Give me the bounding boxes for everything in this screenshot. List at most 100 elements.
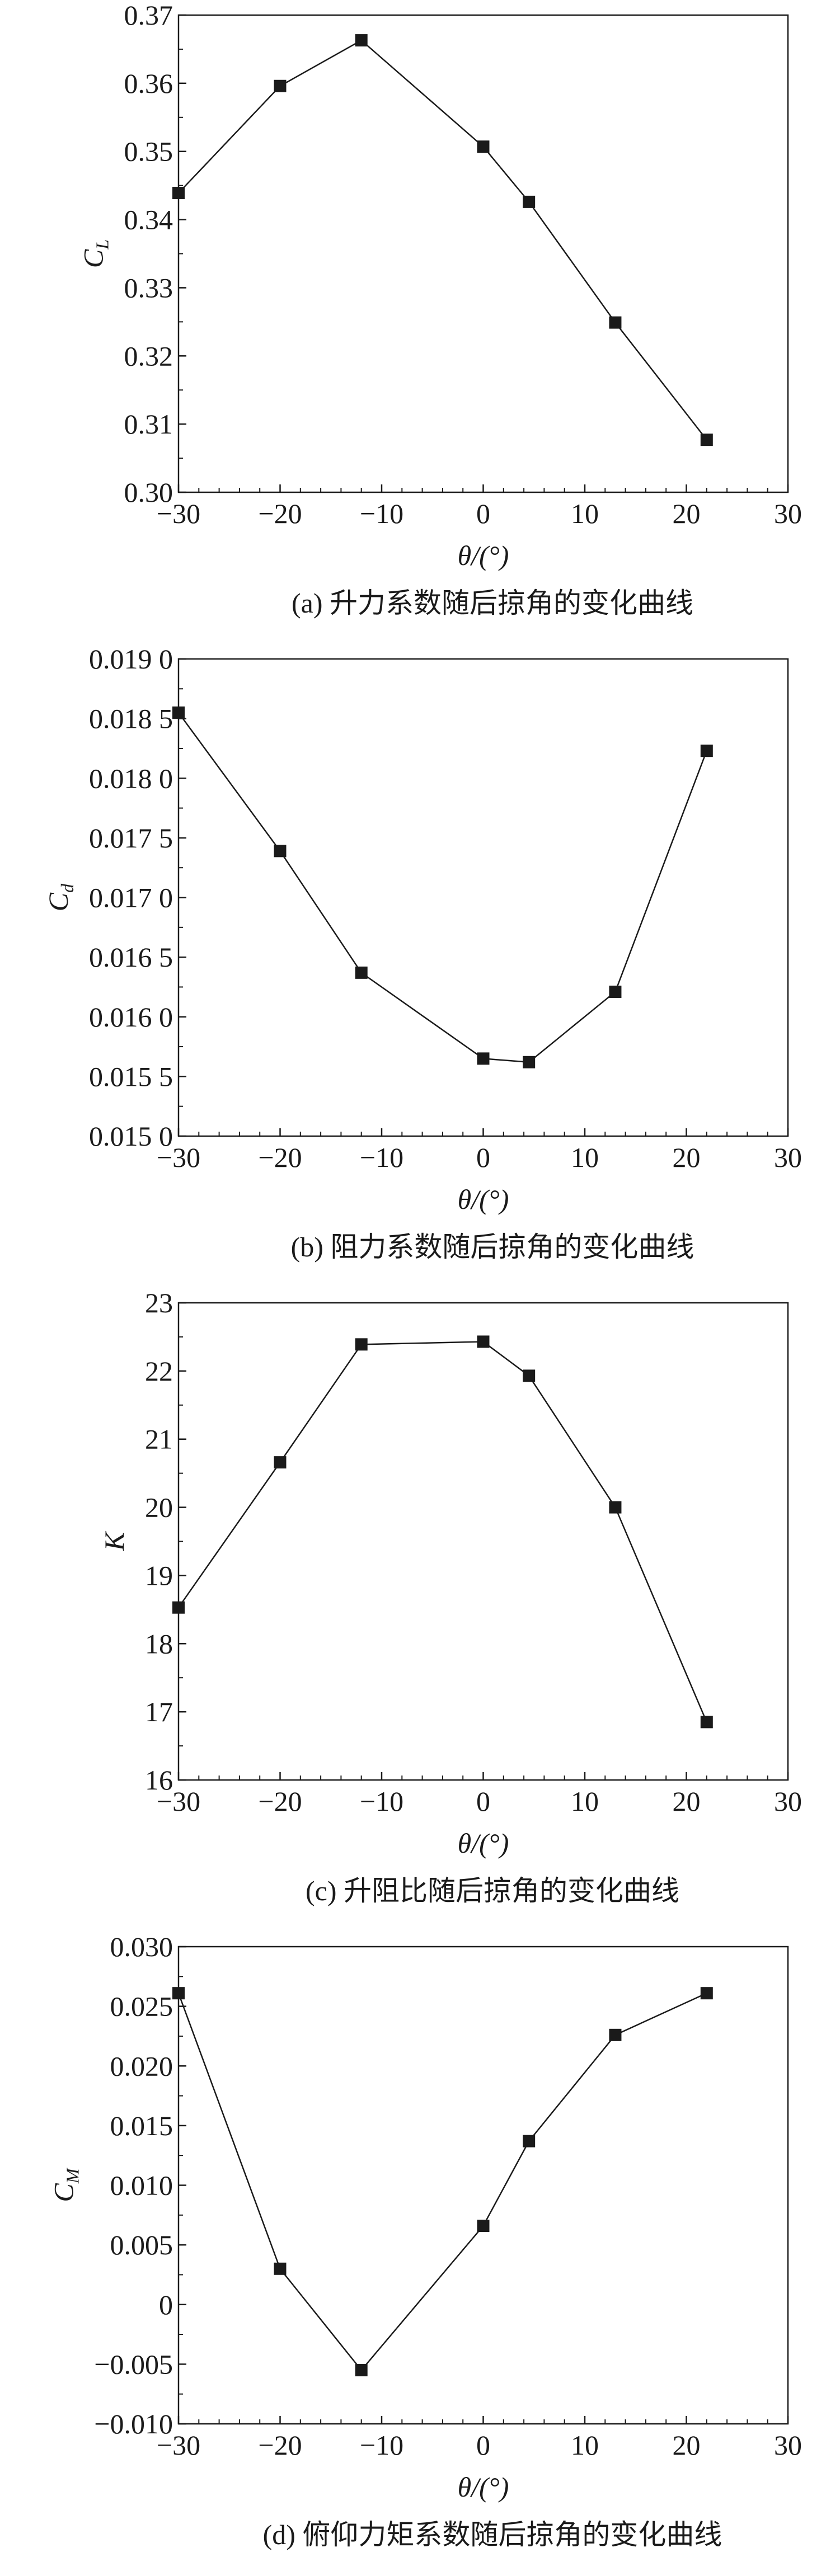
y-tick-label: 0.018 0 — [89, 762, 173, 794]
x-axis-title: θ/(°) — [458, 1828, 509, 1859]
data-point-marker — [355, 34, 368, 47]
x-tick-label: −10 — [360, 498, 403, 529]
y-tick-label: 0.31 — [124, 408, 173, 440]
x-tick-label: −20 — [258, 1786, 302, 1817]
data-point-marker — [477, 1335, 490, 1348]
x-tick-label: 10 — [571, 2429, 599, 2461]
data-point-marker — [523, 1056, 536, 1068]
y-tick-label: 0.016 5 — [89, 941, 173, 973]
y-tick-label: 0.30 — [124, 477, 173, 508]
y-tick-label: 0.030 — [110, 1932, 173, 1962]
y-tick-label: 19 — [145, 1560, 173, 1591]
x-tick-label: −30 — [157, 1142, 200, 1173]
data-point-marker — [523, 2135, 536, 2148]
x-tick-label: 10 — [571, 1786, 599, 1817]
y-axis-title-subscript: d — [57, 883, 77, 893]
series-line — [178, 39, 707, 440]
x-tick-label: 10 — [571, 498, 599, 529]
x-tick-label: −10 — [360, 1786, 403, 1817]
x-axis-title: θ/(°) — [458, 2471, 509, 2503]
x-tick-label: −20 — [258, 2429, 302, 2461]
y-tick-label: 0.025 — [110, 1991, 173, 2022]
y-tick-label: −0.005 — [94, 2348, 173, 2380]
y-axis-title-subscript: L — [92, 239, 112, 250]
y-tick-label: 21 — [145, 1424, 173, 1455]
figure-caption: (b) 阻力系数随后掠角的变化曲线 — [291, 1231, 694, 1263]
y-tick-label: 18 — [145, 1628, 173, 1659]
data-point-marker — [477, 2220, 490, 2233]
y-tick-label: 0.015 — [110, 2110, 173, 2141]
data-point-marker — [172, 1987, 185, 2000]
panel-lift-coefficient: −30 −20 −10 0 10 20 30 0.30 0.31 0.32 0.33 0.34 0.35… — [0, 0, 826, 644]
chart-svg: −30 −20 −10 0 10 20 30 0.015 0 0.015 5 0.016 0 0.0… — [43, 644, 802, 1263]
y-axis-title-base: C — [43, 892, 74, 911]
x-tick-label: 20 — [673, 1142, 701, 1173]
x-tick-label: 30 — [774, 1786, 802, 1817]
series-line — [177, 1341, 707, 1722]
y-axis-title-base: C — [48, 2183, 79, 2202]
x-tick-label: 0 — [476, 2429, 490, 2461]
data-point-marker — [609, 1501, 622, 1514]
y-tick-label: 0.34 — [124, 204, 173, 236]
data-point-marker — [609, 985, 622, 998]
y-axis-title-base: K — [98, 1530, 130, 1551]
figure-caption: (c) 升阻比随后掠角的变化曲线 — [306, 1875, 679, 1906]
x-tick-label: 0 — [476, 1142, 490, 1173]
data-point-marker — [477, 1052, 490, 1065]
y-tick-label: 0.33 — [124, 272, 173, 303]
y-tick-label: 0.32 — [124, 340, 173, 371]
data-point-marker — [274, 2262, 287, 2275]
data-point-marker — [355, 966, 368, 979]
x-tick-label: 20 — [673, 498, 701, 529]
y-tick-label: 0.019 0 — [89, 644, 173, 675]
y-tick-label: 0.36 — [124, 68, 173, 99]
y-axis-title: Cd — [43, 883, 77, 911]
y-tick-label: 0.37 — [124, 0, 173, 31]
x-tick-label: −20 — [258, 498, 302, 529]
y-tick-label: 0.015 5 — [89, 1061, 173, 1092]
data-point-marker — [172, 1601, 185, 1614]
panel-lift-drag-ratio: −30 −20 −10 0 10 20 30 16 17 18 19 20 21 22 23 θ/(°) K (c… — [0, 1288, 826, 1932]
y-tick-label: 20 — [145, 1492, 173, 1523]
y-tick-label: 0.016 0 — [89, 1001, 173, 1033]
y-tick-label: 0.018 5 — [89, 703, 173, 734]
x-tick-label: −30 — [157, 498, 200, 529]
y-tick-label: 22 — [145, 1355, 173, 1387]
x-tick-label: 10 — [571, 1142, 599, 1173]
y-tick-label: −0.010 — [94, 2408, 173, 2440]
data-point-marker — [477, 140, 490, 153]
data-point-marker — [274, 79, 287, 92]
data-point-marker — [609, 2028, 622, 2041]
data-point-marker — [172, 706, 185, 719]
chart-svg: −30 −20 −10 0 10 20 30 −0.010 −0.005 0 0.005 0.010 0… — [48, 1932, 802, 2550]
data-point-marker — [274, 1456, 287, 1469]
data-point-marker — [700, 434, 713, 446]
y-axis-title-subscript: M — [62, 2167, 82, 2184]
plot-frame — [177, 1946, 789, 2425]
x-tick-label: −30 — [157, 2429, 200, 2461]
y-tick-label: 17 — [145, 1696, 173, 1727]
y-tick-label: 0.017 5 — [89, 822, 173, 854]
panel-drag-coefficient: −30 −20 −10 0 10 20 30 0.015 0 0.015 5 0.016 0 0.0… — [0, 644, 826, 1288]
x-tick-label: 0 — [476, 1786, 490, 1817]
x-tick-label: 20 — [673, 1786, 701, 1817]
x-tick-label: 20 — [673, 2429, 701, 2461]
y-axis-title-base: C — [78, 249, 109, 268]
data-point-marker — [355, 1338, 368, 1351]
data-point-marker — [609, 316, 622, 329]
chart-svg: −30 −20 −10 0 10 20 30 16 17 18 19 20 21 22 23 θ/(°) K (c… — [98, 1288, 802, 1906]
x-tick-label: −20 — [258, 1142, 302, 1173]
y-tick-label: 0.010 — [110, 2170, 173, 2201]
plot-frame — [177, 14, 789, 493]
y-tick-label: 0.35 — [124, 136, 173, 167]
y-axis-title: CL — [78, 239, 112, 268]
x-tick-label: 0 — [476, 498, 490, 529]
figure-caption: (a) 升力系数随后掠角的变化曲线 — [292, 587, 693, 619]
x-tick-label: −10 — [360, 1142, 403, 1173]
chart-svg: −30 −20 −10 0 10 20 30 0.30 0.31 0.32 0.33 0.34 0.35… — [78, 0, 802, 619]
y-tick-label: 0.017 0 — [89, 882, 173, 913]
data-point-marker — [700, 745, 713, 757]
series-line — [177, 1993, 707, 2372]
x-tick-label: −10 — [360, 2429, 403, 2461]
x-tick-label: 30 — [774, 498, 802, 529]
